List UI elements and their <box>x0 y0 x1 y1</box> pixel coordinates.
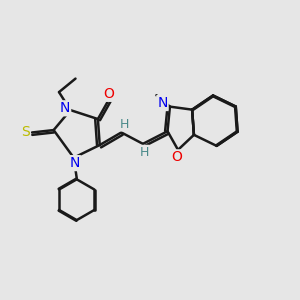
Text: N: N <box>157 96 168 110</box>
Text: O: O <box>103 87 114 101</box>
Text: H: H <box>140 146 149 159</box>
Text: S: S <box>21 125 30 140</box>
Text: H: H <box>120 118 130 130</box>
Text: N: N <box>60 101 70 115</box>
Text: O: O <box>171 150 182 164</box>
Text: N: N <box>70 156 80 170</box>
